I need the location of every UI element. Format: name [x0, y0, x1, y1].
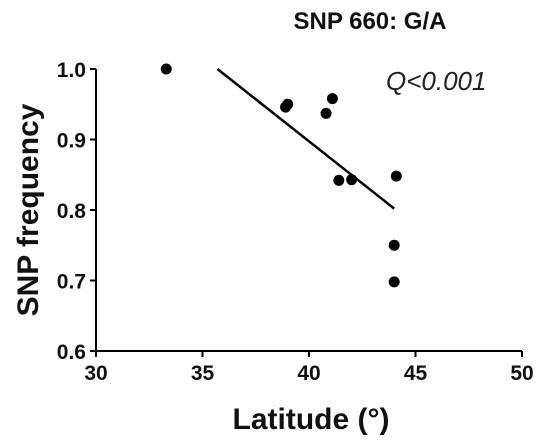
data-point [320, 107, 332, 119]
x-tick-label: 30 [84, 362, 107, 385]
y-tick-label: 1.0 [57, 59, 86, 82]
x-tick-label: 45 [404, 362, 428, 385]
data-point [160, 63, 172, 75]
y-tick-label: 0.9 [57, 130, 86, 153]
data-point [333, 174, 345, 186]
y-tick-label: 0.6 [57, 341, 86, 364]
data-point [326, 93, 338, 105]
x-axis-title: Latitude (°) [233, 403, 390, 436]
data-point [388, 239, 400, 251]
x-tick-label: 40 [297, 362, 320, 385]
chart-title: SNP 660: G/A [294, 8, 447, 35]
data-point [388, 276, 400, 288]
significance-annotation: Q<0.001 [386, 66, 486, 96]
x-tick-label: 35 [191, 362, 215, 385]
y-tick-label: 0.7 [57, 271, 86, 294]
data-point [346, 174, 358, 186]
y-axis-title: SNP frequency [12, 103, 45, 316]
axes: 30 35 40 45 50 0.6 0.7 0.8 0.9 1.0 [57, 59, 534, 385]
x-tick-label: 50 [510, 362, 533, 385]
data-point [282, 98, 294, 110]
trendline-layer [216, 68, 395, 210]
y-tick-label: 0.8 [57, 200, 87, 223]
data-points [160, 63, 402, 288]
regression-line [216, 68, 395, 210]
data-point [390, 170, 402, 182]
